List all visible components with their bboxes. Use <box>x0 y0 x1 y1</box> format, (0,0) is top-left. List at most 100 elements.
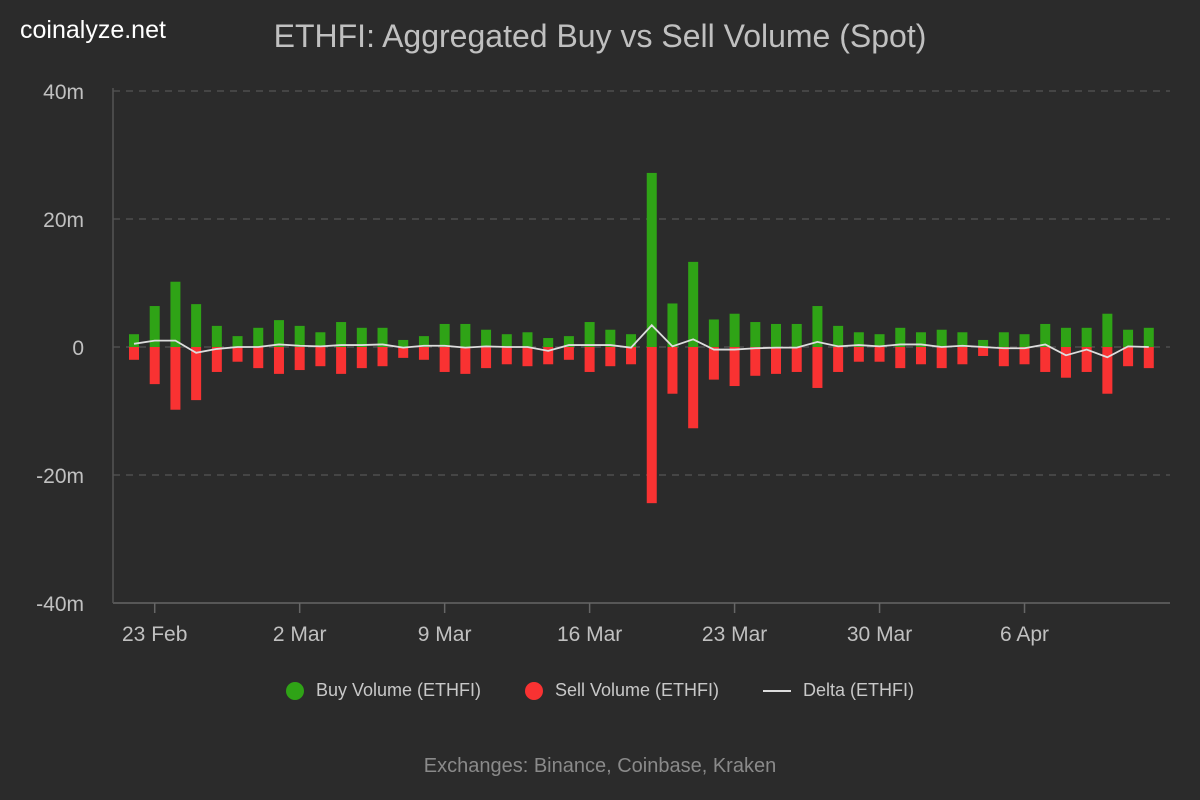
buy-volume-bar <box>998 332 1009 347</box>
sell-volume-bar <box>853 347 864 362</box>
legend: Buy Volume (ETHFI) Sell Volume (ETHFI) D… <box>0 680 1200 701</box>
buy-volume-bar <box>1123 329 1134 347</box>
exchanges-footer: Exchanges: Binance, Coinbase, Kraken <box>423 755 777 777</box>
sell-volume-bar <box>895 347 906 369</box>
brand-logo-text[interactable]: coinalyze.net <box>20 16 166 44</box>
buy-volume-bar <box>853 332 864 347</box>
buy-volume-bar <box>833 325 844 347</box>
sell-volume-bar <box>294 347 305 371</box>
sell-volume-bar <box>1060 347 1071 378</box>
buy-volume-bar <box>978 339 989 347</box>
buy-volume-bar <box>294 325 305 347</box>
legend-item-delta[interactable]: Delta (ETHFI) <box>763 680 914 701</box>
buy-volume-bar <box>1040 323 1051 347</box>
sell-volume-bar <box>543 347 554 365</box>
sell-volume-bar <box>336 347 347 374</box>
sell-volume-bar <box>750 347 761 376</box>
buy-volume-bar <box>501 334 512 347</box>
sell-volume-bar <box>460 347 471 374</box>
buy-volume-bar <box>356 327 367 347</box>
x-tick-label: 9 Mar <box>418 623 472 646</box>
sell-volume-bar <box>729 347 740 387</box>
buy-volume-bar <box>460 323 471 347</box>
sell-volume-bar <box>129 347 139 360</box>
delta-line-icon <box>763 689 792 692</box>
sell-volume-bar <box>522 347 533 367</box>
buy-volume-bar <box>626 334 637 347</box>
x-tick-label: 23 Mar <box>702 623 767 646</box>
sell-volume-bar <box>191 347 202 401</box>
legend-item-sell[interactable]: Sell Volume (ETHFI) <box>524 680 720 701</box>
buy-volume-bar <box>232 336 243 347</box>
buy-volume-bar <box>708 319 719 347</box>
sell-volume-bar <box>1081 347 1092 372</box>
buy-volume-bar <box>377 327 388 347</box>
sell-volume-bar <box>211 347 222 372</box>
buy-volume-bar <box>149 306 160 347</box>
y-tick-label: -40m <box>36 593 84 616</box>
sell-volume-bar <box>563 347 574 360</box>
buy-volume-bar <box>667 303 678 347</box>
buy-volume-bar <box>688 261 699 347</box>
buy-volume-bar <box>1143 327 1154 347</box>
chart-title-text: ETHFI: Aggregated Buy vs Sell Volume (Sp… <box>273 18 927 54</box>
sell-volume-bar <box>170 347 181 410</box>
buy-volume-bar <box>315 332 326 347</box>
sell-volume-bar <box>708 347 719 380</box>
legend-label-delta: Delta (ETHFI) <box>803 680 915 700</box>
x-tick-label: 16 Mar <box>557 623 622 646</box>
sell-volume-bar <box>149 347 160 385</box>
sell-volume-bar <box>646 347 657 504</box>
sell-volume-bar <box>584 347 595 372</box>
sell-volume-bar <box>418 347 429 360</box>
buy-volume-bar <box>605 329 616 347</box>
buy-volume-bar <box>936 329 947 347</box>
buy-volume-bar <box>563 336 574 347</box>
sell-volume-bar <box>791 347 802 372</box>
sell-volume-bar <box>998 347 1009 367</box>
buy-volume-bar <box>812 306 823 347</box>
x-tick-label: 23 Feb <box>122 623 187 646</box>
sell-volume-bar <box>439 347 450 372</box>
sell-volume-bar <box>626 347 637 365</box>
buy-volume-bar <box>874 334 885 347</box>
legend-label-sell: Sell Volume (ETHFI) <box>554 680 720 700</box>
sell-volume-bar <box>874 347 885 362</box>
buy-dot-icon <box>285 681 304 700</box>
buy-volume-bar <box>1019 334 1030 347</box>
sell-volume-bar <box>1123 347 1134 367</box>
y-tick-label: -20m <box>36 465 84 488</box>
delta-line <box>133 323 1149 359</box>
buy-volume-bar <box>957 332 968 347</box>
sell-volume-bar <box>315 347 326 367</box>
sell-volume-bar <box>936 347 947 369</box>
buy-volume-bar <box>791 323 802 347</box>
buy-volume-bar <box>129 334 139 347</box>
x-tick-label: 2 Mar <box>273 623 327 646</box>
buy-volume-bar <box>170 281 181 347</box>
buy-volume-bar <box>1102 313 1113 347</box>
sell-volume-bar <box>605 347 616 367</box>
chart-plot: 40m 20m 0 -20m -40m 23 Feb 2 Mar 9 Mar 16 Mar 23 … <box>36 81 1170 646</box>
buy-volume-bar <box>646 172 657 347</box>
sell-volume-bar <box>273 347 284 374</box>
buy-volume-bar <box>336 322 347 347</box>
chart-title: ETHFI: Aggregated Buy vs Sell Volume (Sp… <box>0 18 1200 55</box>
legend-item-buy[interactable]: Buy Volume (ETHFI) <box>285 680 481 701</box>
sell-volume-bar <box>356 347 367 369</box>
sell-volume-bar <box>377 347 388 367</box>
sell-volume-bar <box>253 347 264 369</box>
x-tick-label: 6 Apr <box>1000 623 1049 646</box>
sell-volume-bar <box>1143 347 1154 369</box>
y-tick-label: 20m <box>43 209 84 232</box>
buy-volume-bar <box>191 304 202 347</box>
buy-volume-bar <box>1081 327 1092 347</box>
buy-volume-bar <box>522 332 533 347</box>
sell-volume-bar <box>812 347 823 388</box>
buy-volume-bar <box>253 327 264 347</box>
sell-dot-icon <box>524 681 543 700</box>
buy-volume-bar <box>439 323 450 347</box>
x-tick-label: 30 Mar <box>847 623 912 646</box>
buy-volume-bar <box>273 320 284 347</box>
y-tick-label: 40m <box>43 81 84 104</box>
